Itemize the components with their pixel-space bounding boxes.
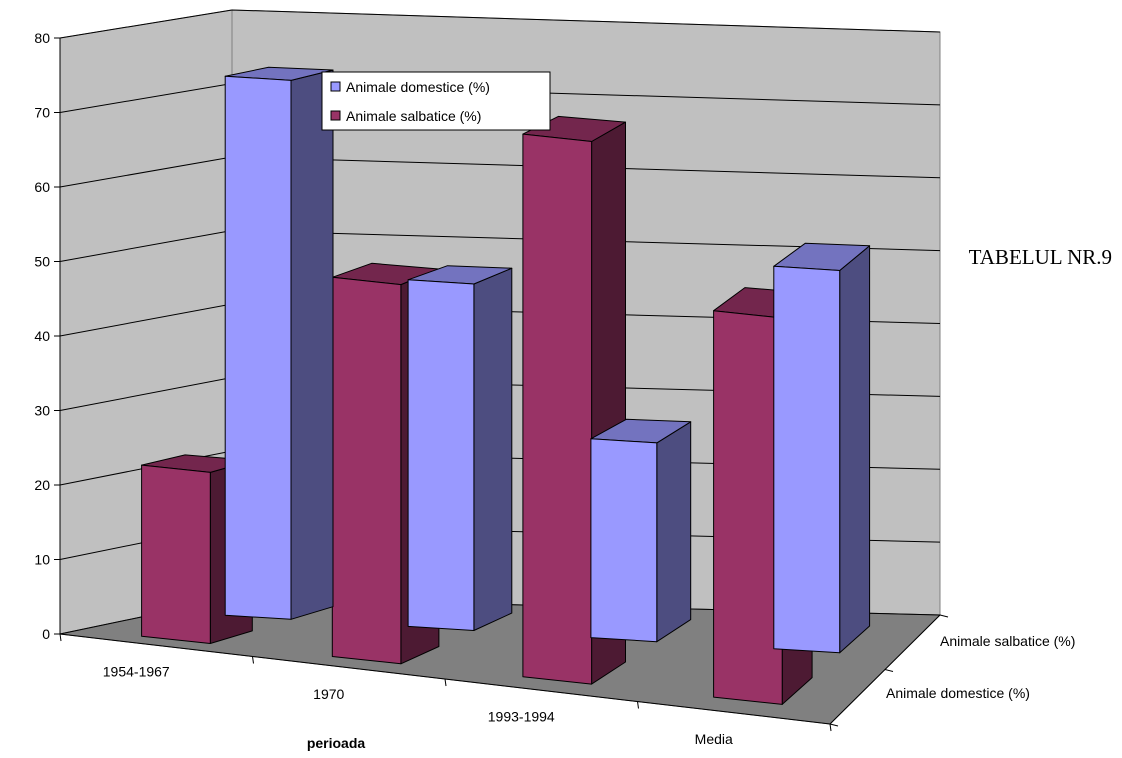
bars	[141, 66, 871, 705]
x-tick-mark	[444, 678, 447, 687]
legend-label-domestice: Animale domestice (%)	[346, 79, 490, 95]
depth-tick-mark	[829, 723, 839, 727]
x-tick-mark	[637, 701, 639, 709]
x-tick-mark	[252, 656, 254, 664]
legend-swatch-salbatice	[330, 110, 341, 121]
bar-domestice-1970	[407, 265, 513, 631]
depth-tick-mark	[939, 614, 949, 618]
gridline	[59, 9, 941, 39]
x-tick-mark	[59, 633, 62, 642]
depth-tick-mark	[884, 669, 894, 672]
y-tick-label: 40	[34, 328, 50, 344]
bar-domestice-media	[773, 242, 871, 654]
depth-tick-label: Animale domestice (%)	[886, 685, 1030, 701]
y-tick-label: 60	[34, 179, 50, 195]
y-tick-label: 80	[34, 30, 50, 46]
legend: Animale domestice (%) Animale salbatice …	[321, 71, 551, 131]
x-tick-label: 1954-1967	[103, 663, 170, 679]
x-tick-mark	[829, 723, 832, 732]
depth-tick-label: Animale salbatice (%)	[940, 633, 1075, 649]
x-axis-title: perioada	[307, 735, 366, 751]
y-tick-label: 70	[34, 105, 50, 121]
y-tick-label: 20	[34, 477, 50, 493]
legend-box	[321, 71, 551, 131]
y-tick-label: 30	[34, 403, 50, 419]
y-tick-label: 10	[34, 552, 50, 568]
legend-label-salbatice: Animale salbatice (%)	[346, 108, 481, 124]
y-axis: 0 10 20 30 40 50 60 70 80	[34, 30, 61, 642]
x-tick-label: 1970	[313, 686, 344, 702]
x-axis: 1954-1967 1970 1993-1994 Media	[59, 633, 832, 747]
y-tick-label: 50	[34, 254, 50, 270]
table-note: TABELUL NR.9	[969, 245, 1112, 269]
bar-domestice-1993-1994	[590, 418, 692, 643]
bar-domestice-1954-1967	[224, 66, 334, 620]
legend-swatch-domestice	[330, 81, 341, 92]
y-tick-label: 0	[42, 626, 50, 642]
depth-axis: Animale salbatice (%) Animale domestice (…	[829, 614, 1075, 727]
x-tick-label: 1993-1994	[488, 708, 555, 724]
x-tick-label: Media	[695, 731, 733, 747]
